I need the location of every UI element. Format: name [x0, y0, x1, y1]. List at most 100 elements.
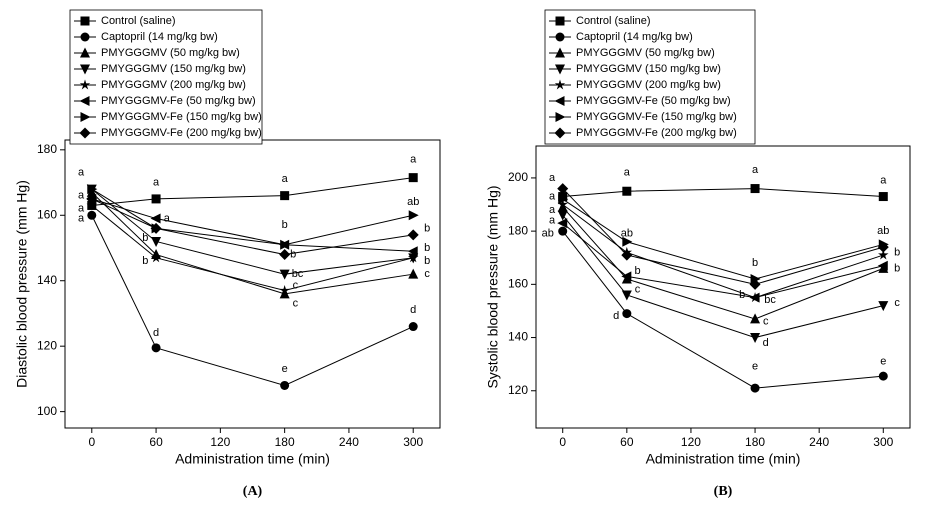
annotation: d	[613, 310, 619, 322]
annotation: a	[549, 204, 556, 216]
annotation: a	[549, 190, 556, 202]
legend-label: Control (saline)	[101, 15, 176, 27]
marker	[878, 249, 889, 260]
marker	[280, 380, 290, 390]
y-tick-label: 180	[508, 223, 528, 237]
y-tick-label: 160	[37, 207, 57, 221]
annotation: b	[424, 242, 430, 254]
annotation: b	[282, 219, 288, 231]
marker	[749, 292, 760, 303]
series-line	[91, 177, 414, 206]
annotation: a	[282, 173, 289, 185]
legend-label: PMYGGGMV-Fe (200 mg/kg bw)	[101, 127, 262, 139]
annotation: a	[164, 212, 171, 224]
marker	[749, 278, 761, 290]
marker	[557, 183, 569, 195]
annotation: bc	[292, 268, 304, 280]
plot-frame	[535, 145, 911, 429]
marker	[750, 383, 760, 393]
marker	[557, 201, 568, 212]
annotation: e	[752, 361, 758, 373]
y-tick-label: 160	[508, 277, 528, 291]
annotation: c	[894, 297, 900, 309]
legend-label: PMYGGGMV (150 mg/kg bw)	[101, 63, 246, 75]
marker	[408, 173, 418, 183]
legend-label: PMYGGGMV (50 mg/kg bw)	[101, 47, 240, 59]
legend-marker	[80, 64, 90, 75]
marker	[750, 313, 761, 324]
legend-marker	[555, 16, 565, 26]
y-axis-label: Diastolic blood pressure (mm Hg)	[14, 180, 30, 388]
legend-marker	[79, 96, 90, 106]
series-line	[562, 188, 884, 198]
marker	[408, 322, 418, 332]
legend-label: PMYGGGMV-Fe (200 mg/kg bw)	[576, 127, 737, 139]
annotation: a	[153, 176, 160, 188]
annotation: c	[763, 315, 769, 327]
x-axis-label: Administration time (min)	[175, 451, 330, 467]
legend-marker	[554, 127, 566, 139]
legend-marker	[80, 32, 90, 42]
x-tick-label: 0	[559, 435, 566, 449]
series-line	[562, 222, 884, 299]
marker	[87, 184, 98, 195]
marker	[622, 186, 632, 196]
x-axis-label: Administration time (min)	[646, 451, 801, 467]
marker	[151, 194, 161, 204]
panel-label: (A)	[243, 484, 263, 499]
x-tick-label: 60	[149, 435, 163, 449]
legend-label: PMYGGGMV (200 mg/kg bw)	[576, 79, 721, 91]
marker	[877, 260, 888, 271]
marker	[150, 252, 162, 263]
legend-label: PMYGGGMV (150 mg/kg bw)	[576, 63, 721, 75]
legend-label: PMYGGGMV-Fe (50 mg/kg bw)	[576, 95, 731, 107]
marker	[878, 371, 888, 381]
legend-label: PMYGGGMV-Fe (50 mg/kg bw)	[101, 95, 256, 107]
annotation: ab	[621, 228, 633, 240]
series-line	[91, 198, 414, 252]
marker	[878, 301, 889, 312]
annotation: d	[153, 327, 159, 339]
annotation: a	[78, 212, 85, 224]
marker	[87, 210, 97, 220]
marker	[558, 194, 569, 205]
legend-marker	[555, 64, 565, 75]
legend-label: Captopril (14 mg/kg bw)	[101, 31, 218, 43]
series-line	[91, 198, 414, 256]
series-line	[562, 198, 884, 280]
series-line	[91, 188, 414, 246]
x-tick-label: 240	[809, 435, 829, 449]
marker	[279, 269, 290, 280]
legend-marker	[79, 127, 91, 139]
legend-marker	[555, 112, 566, 122]
annotation: c	[293, 280, 299, 292]
marker	[280, 191, 290, 201]
y-tick-label: 200	[508, 170, 528, 184]
marker	[557, 199, 568, 209]
legend-label: PMYGGGMV-Fe (150 mg/kg bw)	[576, 111, 737, 123]
series-line	[91, 188, 414, 275]
legend-marker	[554, 79, 566, 90]
legend-marker	[80, 112, 91, 122]
annotation: b	[752, 257, 758, 269]
x-tick-label: 60	[620, 435, 634, 449]
legend-marker	[554, 96, 565, 106]
legend-marker	[80, 16, 90, 26]
y-tick-label: 140	[508, 330, 528, 344]
marker	[408, 268, 419, 279]
marker	[750, 333, 761, 344]
annotation: bc	[764, 294, 776, 306]
annotation: a	[752, 164, 759, 176]
legend-label: PMYGGGMV-Fe (150 mg/kg bw)	[101, 111, 262, 123]
legend-label: Captopril (14 mg/kg bw)	[576, 31, 693, 43]
legend-box	[544, 9, 756, 145]
annotation: b	[894, 262, 900, 274]
annotation: d	[763, 337, 769, 349]
x-tick-label: 0	[88, 435, 95, 449]
y-tick-label: 140	[37, 273, 57, 287]
annotation: d	[410, 304, 416, 316]
marker	[557, 218, 568, 229]
annotation: a	[78, 190, 85, 202]
marker	[408, 210, 419, 221]
marker	[407, 246, 418, 257]
